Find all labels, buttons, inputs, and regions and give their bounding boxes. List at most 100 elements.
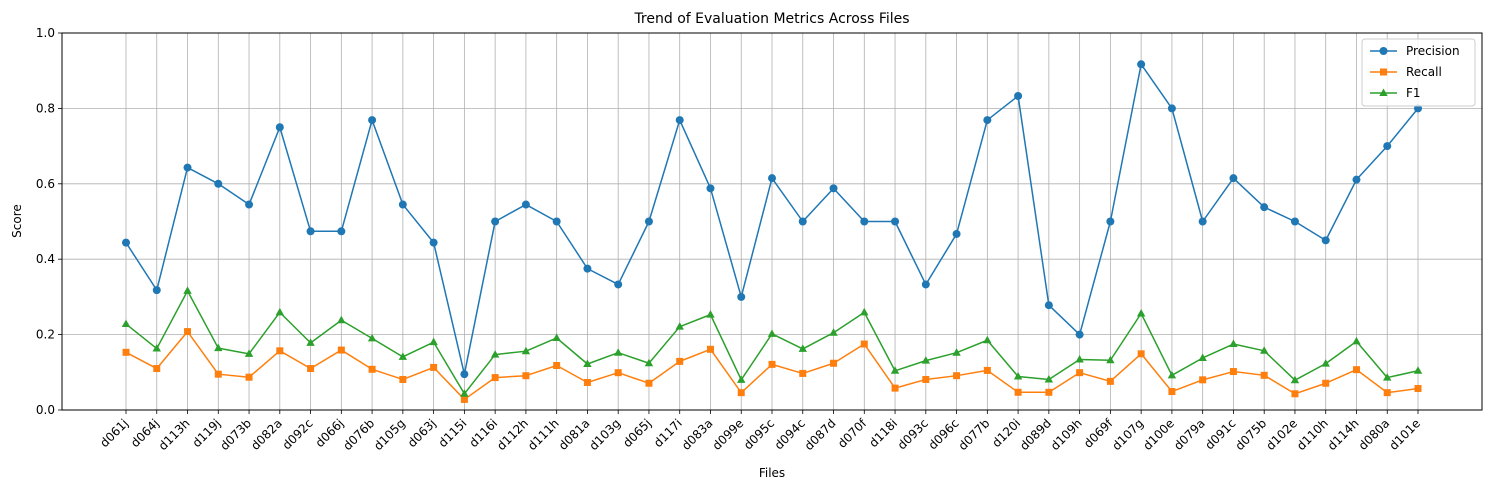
data-point-f1 xyxy=(183,286,192,294)
data-point-recall xyxy=(799,369,807,377)
data-point-precision xyxy=(583,264,592,273)
data-point-precision xyxy=(337,227,346,236)
data-point-recall xyxy=(491,374,499,382)
legend-label-f1: F1 xyxy=(1406,86,1421,100)
data-point-recall xyxy=(430,363,438,371)
data-point-precision xyxy=(1044,301,1053,310)
data-point-recall xyxy=(214,370,222,378)
data-point-recall xyxy=(768,360,776,368)
legend-item-precision: Precision xyxy=(1370,44,1460,58)
data-point-precision xyxy=(891,217,900,226)
data-point-f1 xyxy=(367,333,377,342)
data-point-precision xyxy=(644,217,653,226)
data-point-recall xyxy=(983,366,991,374)
data-point-precision xyxy=(306,227,315,236)
data-point-precision xyxy=(737,292,746,301)
data-point-precision xyxy=(706,184,715,193)
data-point-f1 xyxy=(890,366,900,374)
data-point-f1 xyxy=(521,346,531,355)
data-point-precision xyxy=(1260,203,1269,212)
data-point-f1 xyxy=(737,375,746,383)
data-point-recall xyxy=(614,369,622,377)
data-point-precision xyxy=(245,200,254,209)
data-point-recall xyxy=(399,375,407,383)
data-point-recall xyxy=(122,348,130,356)
data-point-f1 xyxy=(398,352,408,360)
data-point-f1 xyxy=(1075,354,1084,363)
data-point-f1 xyxy=(275,307,285,316)
data-point-precision xyxy=(768,174,776,183)
legend-label-precision: Precision xyxy=(1406,44,1460,58)
data-point-precision xyxy=(614,280,623,289)
data-point-f1 xyxy=(644,358,654,367)
data-point-f1 xyxy=(921,356,931,364)
data-point-precision xyxy=(675,116,684,125)
data-point-precision xyxy=(1383,142,1392,151)
data-point-f1 xyxy=(121,319,131,328)
y-tick-label: 0.0 xyxy=(36,403,55,417)
data-point-f1 xyxy=(952,348,961,356)
data-point-f1 xyxy=(152,344,161,352)
data-point-f1 xyxy=(337,315,346,324)
data-point-recall xyxy=(1137,350,1145,358)
data-point-precision xyxy=(275,123,284,132)
data-point-recall xyxy=(307,365,315,373)
data-point-f1 xyxy=(583,359,592,368)
data-point-f1 xyxy=(613,348,623,356)
data-point-precision xyxy=(921,280,930,289)
data-point-precision xyxy=(1075,330,1084,339)
data-point-precision xyxy=(183,163,192,172)
data-point-f1 xyxy=(767,329,777,337)
data-point-f1 xyxy=(706,310,715,318)
data-point-f1 xyxy=(244,349,254,357)
data-point-precision xyxy=(1137,60,1146,69)
data-point-recall xyxy=(1414,385,1422,393)
legend-item-f1: F1 xyxy=(1370,86,1421,100)
data-point-precision xyxy=(122,238,130,247)
legend-label-recall: Recall xyxy=(1406,65,1442,79)
data-point-precision xyxy=(1352,175,1361,184)
data-point-precision xyxy=(952,229,961,238)
data-point-recall xyxy=(860,340,868,348)
data-point-recall xyxy=(645,379,653,387)
data-point-recall xyxy=(953,372,961,380)
series-recall xyxy=(122,328,1422,403)
data-point-recall xyxy=(1199,376,1207,384)
data-point-f1 xyxy=(306,338,315,346)
data-point-precision xyxy=(829,184,838,193)
data-point-recall xyxy=(706,345,714,353)
data-point-precision xyxy=(460,370,469,379)
data-point-recall xyxy=(1322,379,1330,387)
data-point-f1 xyxy=(552,333,561,341)
data-point-f1 xyxy=(1290,375,1300,384)
data-point-recall xyxy=(1014,388,1022,396)
data-point-precision xyxy=(860,217,869,226)
data-point-recall xyxy=(522,372,530,380)
data-point-f1 xyxy=(798,344,807,352)
legend-marker-precision xyxy=(1379,47,1388,55)
data-point-precision xyxy=(521,200,530,209)
data-point-f1 xyxy=(1383,373,1392,381)
y-tick-label: 0.6 xyxy=(36,177,55,191)
legend-box xyxy=(1361,38,1476,107)
legend-item-recall: Recall xyxy=(1370,65,1442,79)
data-point-f1 xyxy=(1167,370,1177,379)
data-point-f1 xyxy=(675,322,684,330)
data-point-f1 xyxy=(1321,359,1330,367)
data-point-recall xyxy=(1106,377,1114,385)
data-point-precision xyxy=(1167,104,1176,113)
data-point-recall xyxy=(245,373,253,381)
data-point-f1 xyxy=(460,389,469,397)
data-point-f1 xyxy=(1198,353,1207,361)
data-point-recall xyxy=(830,359,838,367)
data-point-f1 xyxy=(1413,366,1423,374)
y-tick-label: 1.0 xyxy=(36,26,55,40)
series-layer xyxy=(121,60,1423,403)
y-tick-label: 0.8 xyxy=(36,101,55,115)
data-point-precision xyxy=(398,200,407,209)
data-point-recall xyxy=(676,357,684,365)
data-point-recall xyxy=(1383,389,1391,397)
data-point-precision xyxy=(1229,174,1238,183)
